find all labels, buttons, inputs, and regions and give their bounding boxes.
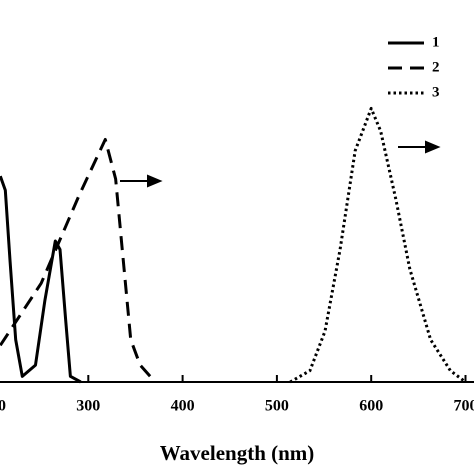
x-tick-label: 200 bbox=[0, 398, 6, 415]
arrow-head bbox=[147, 174, 163, 188]
line bbox=[0, 175, 82, 384]
x-tick-label: 400 bbox=[171, 398, 195, 415]
x-tick-label: 600 bbox=[359, 398, 383, 415]
legend-label: 3 bbox=[432, 84, 440, 100]
line bbox=[0, 137, 157, 383]
x-tick-label: 500 bbox=[265, 398, 289, 415]
x-axis-label: Wavelength (nm) bbox=[160, 441, 315, 465]
legend-label: 2 bbox=[432, 59, 440, 75]
arrow-head bbox=[425, 140, 441, 154]
legend-label: 1 bbox=[432, 34, 440, 50]
arrows bbox=[120, 140, 441, 188]
line bbox=[289, 106, 467, 384]
x-tick-label: 300 bbox=[76, 398, 100, 415]
x-tick-label: 700 bbox=[454, 398, 474, 415]
